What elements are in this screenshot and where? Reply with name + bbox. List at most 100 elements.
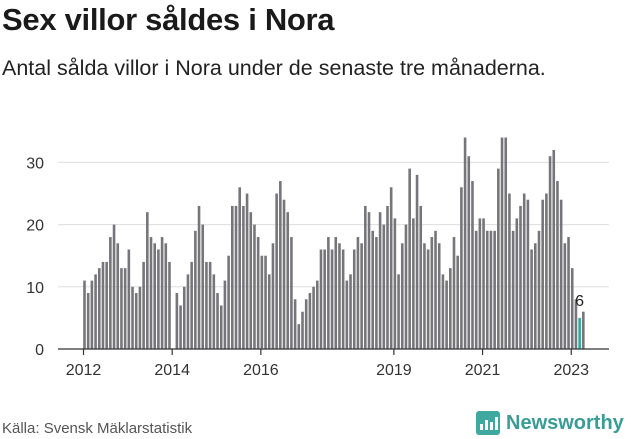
bar bbox=[153, 243, 157, 349]
bar bbox=[301, 311, 304, 349]
bar bbox=[267, 274, 271, 349]
bar bbox=[474, 230, 478, 349]
bar bbox=[456, 255, 459, 349]
bar bbox=[97, 268, 101, 349]
bar bbox=[375, 237, 378, 349]
bar bbox=[275, 193, 278, 349]
brand-name: Newsworthy bbox=[506, 411, 624, 434]
bar bbox=[386, 205, 389, 349]
bar bbox=[338, 243, 341, 349]
bar bbox=[511, 230, 515, 349]
grid-lines bbox=[58, 161, 609, 288]
bar bbox=[308, 293, 312, 349]
y-tick-label: 10 bbox=[26, 280, 44, 297]
bar bbox=[127, 249, 131, 349]
bar bbox=[467, 156, 471, 349]
y-tick-label: 0 bbox=[35, 342, 44, 359]
bar-chart: 0 10 20 30 6 2012 2014 2016 2019 2021 2023 bbox=[26, 137, 609, 379]
bar bbox=[164, 243, 168, 349]
bar bbox=[570, 268, 574, 349]
bar bbox=[400, 243, 404, 349]
bar bbox=[408, 168, 411, 349]
bar bbox=[482, 218, 485, 349]
bar bbox=[109, 237, 112, 349]
bar bbox=[271, 243, 275, 349]
bar bbox=[319, 249, 323, 349]
bar bbox=[364, 205, 367, 349]
bar bbox=[404, 224, 408, 349]
bar bbox=[493, 230, 496, 349]
bar bbox=[293, 299, 297, 349]
bar-value-label: 6 bbox=[575, 293, 584, 310]
bar bbox=[304, 299, 308, 349]
bar bbox=[397, 274, 400, 349]
bar bbox=[515, 218, 519, 349]
bar bbox=[460, 187, 463, 349]
bar bbox=[90, 280, 94, 349]
bar bbox=[452, 237, 456, 349]
bar bbox=[201, 224, 205, 349]
bar bbox=[245, 193, 249, 349]
bar bbox=[238, 187, 241, 349]
bar bbox=[231, 205, 234, 349]
bar bbox=[522, 193, 526, 349]
bar bbox=[349, 274, 352, 349]
bar bbox=[216, 293, 219, 349]
bar bbox=[312, 286, 315, 349]
bar bbox=[182, 286, 186, 349]
bar bbox=[341, 249, 345, 349]
bar bbox=[249, 212, 253, 349]
bar bbox=[360, 243, 363, 349]
source-note: Källa: Svensk Mäklarstatistik bbox=[2, 420, 193, 437]
bar bbox=[545, 193, 548, 349]
bar bbox=[415, 174, 419, 349]
bar bbox=[138, 286, 142, 349]
bar bbox=[463, 137, 467, 349]
bar bbox=[208, 261, 212, 349]
bar bbox=[94, 274, 97, 349]
bar bbox=[253, 224, 256, 349]
bar bbox=[264, 255, 267, 349]
bar bbox=[478, 218, 482, 349]
bar bbox=[537, 230, 541, 349]
bar bbox=[548, 156, 552, 349]
bar-highlight bbox=[578, 317, 581, 349]
bar bbox=[541, 199, 544, 349]
bar bbox=[179, 305, 182, 349]
bar bbox=[563, 243, 567, 349]
bar bbox=[227, 255, 230, 349]
bar bbox=[393, 218, 397, 349]
newsworthy-logo-icon bbox=[476, 411, 500, 435]
bar bbox=[445, 280, 448, 349]
x-tick-label: 2019 bbox=[376, 362, 412, 379]
bar bbox=[434, 230, 437, 349]
bar bbox=[116, 243, 120, 349]
bar bbox=[497, 168, 500, 349]
bar bbox=[526, 199, 530, 349]
x-tick-label: 2021 bbox=[465, 362, 501, 379]
chart-subtitle: Antal sålda villor i Nora under de senas… bbox=[2, 56, 546, 80]
bar bbox=[131, 286, 134, 349]
bar bbox=[556, 181, 559, 349]
bar bbox=[419, 205, 423, 349]
bar bbox=[212, 274, 216, 349]
bar bbox=[219, 305, 223, 349]
bar bbox=[345, 280, 349, 349]
bar bbox=[86, 293, 90, 349]
bar bbox=[371, 230, 375, 349]
bar bbox=[367, 212, 371, 349]
bar bbox=[146, 212, 149, 349]
bar bbox=[190, 261, 193, 349]
bar bbox=[186, 274, 190, 349]
newsworthy-logo[interactable]: Newsworthy bbox=[476, 408, 624, 438]
bar bbox=[168, 261, 171, 349]
bar bbox=[123, 268, 127, 349]
bar bbox=[234, 205, 238, 349]
bar bbox=[485, 230, 489, 349]
y-tick-label: 30 bbox=[26, 155, 44, 172]
bar bbox=[437, 243, 441, 349]
bar bbox=[175, 293, 179, 349]
bar bbox=[157, 249, 160, 349]
bar bbox=[330, 249, 334, 349]
bar bbox=[256, 237, 260, 349]
